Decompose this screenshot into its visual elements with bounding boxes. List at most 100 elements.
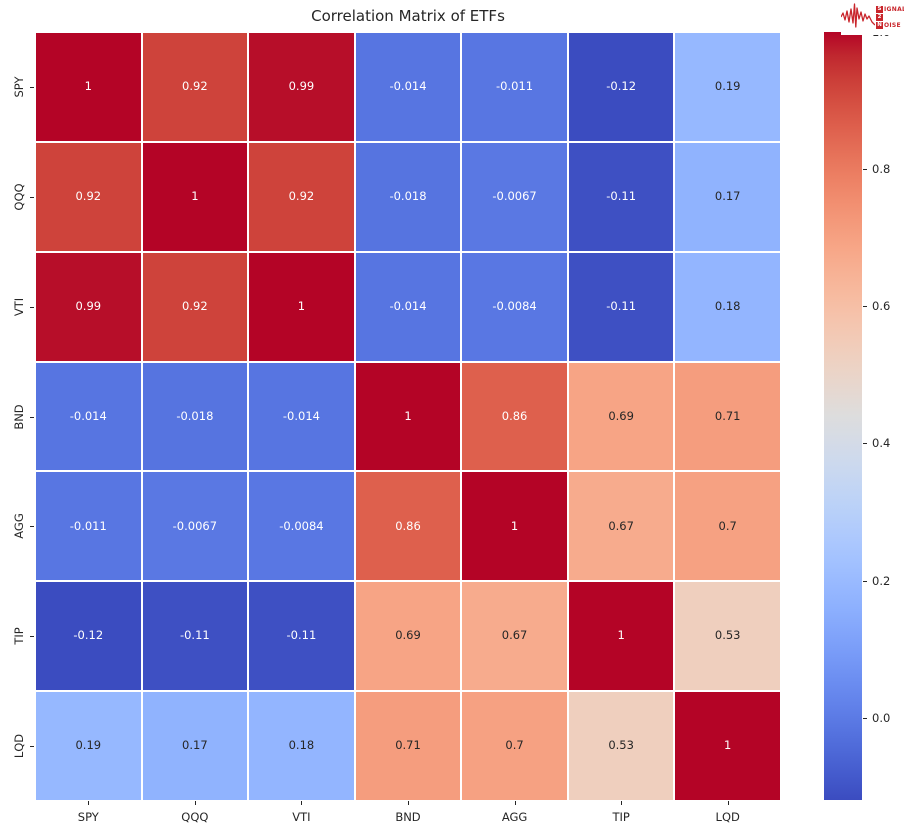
heatmap-cell: -0.0067 (462, 142, 567, 251)
heatmap-cell: 0.71 (355, 692, 461, 800)
heatmap-cell: -0.0067 (142, 472, 248, 581)
heatmap-cell: 1 (675, 692, 780, 800)
heatmap-cell: -0.11 (568, 252, 674, 361)
x-tick-label: SPY (77, 810, 99, 824)
logo-text: S IGNAL 2 N OISE (876, 6, 904, 29)
heatmap-cell: 0.92 (249, 142, 354, 251)
y-tick-mark (30, 196, 34, 198)
heatmap-cell: 0.17 (142, 692, 248, 800)
heatmap-cell: 0.19 (675, 33, 780, 141)
heatmap-cell: 0.17 (675, 142, 780, 251)
y-tick-label: TIP (12, 627, 26, 645)
x-tick-mark (514, 801, 516, 805)
heatmap-cell: 1 (142, 142, 248, 251)
logo-box-s: S (876, 5, 883, 13)
heatmap-cell: -0.014 (355, 252, 461, 361)
heatmap-cell: 0.19 (36, 692, 141, 800)
x-tick-mark (408, 801, 409, 805)
colorbar-tick-mark (863, 169, 867, 171)
heatmap-cell: 0.7 (675, 472, 780, 581)
heatmap-cell: 1 (36, 33, 141, 141)
x-tick-mark (88, 801, 90, 805)
y-tick-label: AGG (12, 513, 26, 540)
heatmap-cell: -0.11 (142, 582, 248, 691)
heatmap-cell: 1 (462, 472, 567, 581)
logo-box-2: 2 (876, 13, 883, 21)
x-tick-mark (301, 801, 303, 805)
y-tick-mark (30, 306, 34, 308)
y-tick-mark (30, 86, 34, 88)
heatmap-cell: 0.69 (355, 582, 461, 691)
x-tick-label: VTI (292, 810, 311, 824)
heatmap-cell: -0.0084 (249, 472, 354, 581)
x-tick-mark (727, 801, 729, 805)
waveform-icon (840, 2, 876, 34)
y-tick-label: LQD (12, 733, 26, 759)
colorbar (824, 32, 862, 800)
heatmap-cell: 0.7 (462, 692, 567, 800)
heatmap-cell: 0.67 (462, 582, 567, 691)
heatmap-cell: -0.12 (36, 582, 141, 691)
heatmap-cell: -0.11 (249, 582, 354, 691)
y-tick-label: SPY (12, 76, 26, 98)
x-tick-mark (194, 801, 196, 805)
heatmap-cell: -0.011 (462, 33, 567, 141)
colorbar-tick-mark (863, 443, 867, 445)
y-tick-mark (30, 526, 34, 528)
heatmap-grid: 1 0.92 0.99 -0.014 -0.011 -0.12 0.19 0.92 1 0.92-… (36, 33, 780, 800)
logo-box-n: N (876, 21, 883, 29)
heatmap-cell: -0.018 (355, 142, 461, 251)
signal2noise-logo: S IGNAL 2 N OISE (840, 0, 904, 35)
chart-title: Correlation Matrix of ETFs (311, 7, 505, 25)
y-tick-mark (30, 746, 34, 748)
colorbar-tick-mark (863, 306, 867, 308)
heatmap-cell: 0.67 (568, 472, 674, 581)
colorbar-tick-label: 0.4 (872, 436, 891, 451)
colorbar-tick-mark (863, 580, 867, 582)
heatmap-cell: -0.011 (36, 472, 141, 581)
heatmap-cell: 0.69 (568, 362, 674, 471)
y-tick-label: VTI (12, 297, 26, 316)
heatmap-cell: 1 (568, 582, 674, 691)
x-tick-label: BND (395, 810, 421, 824)
heatmap-cell: 0.18 (675, 252, 780, 361)
colorbar-tick-label: 0.0 (872, 710, 891, 725)
colorbar-tick-mark (863, 717, 867, 719)
heatmap-cell: 1 (249, 252, 354, 361)
heatmap-cell: -0.11 (568, 142, 674, 251)
heatmap-cell: 0.92 (142, 252, 248, 361)
colorbar-tick-label: 0.6 (872, 299, 891, 314)
heatmap-cell: -0.014 (249, 362, 354, 471)
heatmap-cell: 0.53 (675, 582, 780, 691)
heatmap-cell: 0.99 (36, 252, 141, 361)
logo-line-2: 2 (876, 14, 904, 21)
y-tick-label: QQQ (12, 183, 26, 211)
logo-line-signal: S IGNAL (876, 6, 904, 13)
x-tick-label: QQQ (181, 810, 209, 824)
heatmap-cell: -0.014 (355, 33, 461, 141)
heatmap-cell: 0.18 (249, 692, 354, 800)
colorbar-tick-label: 0.2 (872, 573, 891, 588)
heatmap-cell: 1 (355, 362, 461, 471)
y-tick-label: BND (12, 403, 26, 430)
y-tick-mark (30, 416, 34, 418)
heatmap-cell: -0.0084 (462, 252, 567, 361)
heatmap-cell: 0.71 (675, 362, 780, 471)
heatmap-cell: -0.018 (142, 362, 248, 471)
heatmap-cell: 0.86 (462, 362, 567, 471)
logo-line-noise: N OISE (876, 22, 904, 29)
heatmap-cell: -0.014 (36, 362, 141, 471)
heatmap-cell: -0.12 (568, 33, 674, 141)
colorbar-tick-label: 0.8 (872, 162, 891, 177)
heatmap-cell: 0.86 (355, 472, 461, 581)
y-tick-mark (30, 636, 34, 638)
heatmap-cell: 0.53 (568, 692, 674, 800)
heatmap-cell: 0.92 (142, 33, 248, 141)
x-tick-label: AGG (501, 810, 528, 824)
x-tick-label: TIP (612, 810, 630, 824)
logo-signal-rest: IGNAL (884, 5, 904, 13)
x-tick-label: LQD (715, 810, 740, 824)
heatmap-cell: 0.99 (249, 33, 354, 141)
x-tick-mark (621, 801, 623, 805)
